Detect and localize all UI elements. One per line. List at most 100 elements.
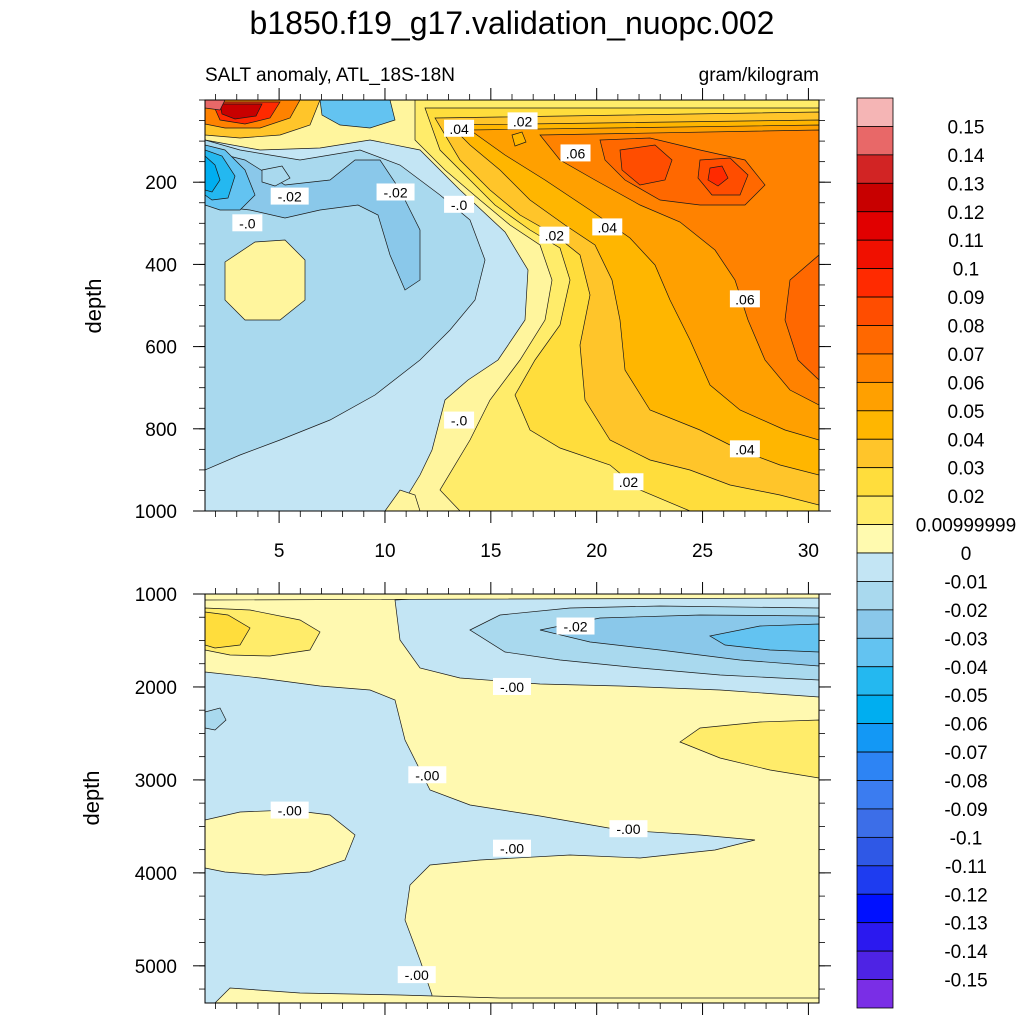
colorbar-label: -0.13 [944, 914, 987, 935]
contour-label: .04 [592, 218, 623, 236]
svg-text:-.02: -.02 [563, 619, 587, 635]
svg-text:-.00: -.00 [415, 767, 439, 783]
colorbar-swatch [856, 467, 894, 497]
light-anomaly-patch [224, 239, 306, 321]
y-tick-label: 4000 [135, 864, 177, 885]
contour-label: -.00 [493, 677, 531, 695]
svg-text:.04: .04 [735, 441, 755, 457]
colorbar-swatch [856, 893, 894, 924]
svg-text:-.0: -.0 [239, 215, 256, 231]
colorbar-swatch [856, 353, 894, 383]
y-tick-label: 1000 [135, 502, 177, 523]
svg-text:-.0: -.0 [451, 413, 468, 429]
colorbar [856, 97, 894, 1009]
y-tick-label: 2000 [135, 678, 177, 699]
x-tick-label: 30 [798, 541, 819, 562]
colorbar-swatch [856, 325, 894, 355]
contour-label: -.0 [444, 411, 475, 429]
svg-text:-.00: -.00 [500, 841, 524, 857]
colorbar-swatch [856, 979, 894, 1009]
x-tick-label: 25 [692, 541, 713, 562]
surface-red-5 [205, 100, 226, 111]
lower-pos-strip [214, 987, 819, 1003]
contour-label: -.0 [444, 195, 475, 213]
contour-label: -.00 [408, 766, 447, 784]
surface-red-4 [219, 103, 263, 120]
colorbar-label: 0.02 [948, 487, 985, 508]
contour-label: -.02 [376, 183, 415, 201]
colorbar-swatch [856, 296, 894, 326]
x-tick-label: 15 [480, 541, 501, 562]
colorbar-swatch [856, 211, 894, 241]
contour-label: -.00 [397, 966, 436, 984]
colorbar-swatch [856, 751, 894, 781]
colorbar-swatch [856, 97, 894, 127]
subtitle-units: gram/kilogram [699, 65, 819, 86]
colorbar-label: 0.14 [948, 146, 985, 167]
colorbar-swatch [856, 865, 894, 895]
colorbar-label: 0.03 [948, 459, 985, 480]
svg-text:-.02: -.02 [383, 184, 407, 200]
lower-top-strip [205, 594, 819, 601]
colorbar-label: -0.02 [944, 601, 987, 622]
contour-label: .02 [539, 226, 570, 244]
colorbar-swatch [856, 495, 894, 525]
x-tick-label: 10 [374, 541, 395, 562]
colorbar-label: -0.09 [944, 800, 987, 821]
contour-label: -.02 [270, 187, 309, 205]
subtitle-variable: SALT anomaly, ATL_18S-18N [205, 65, 455, 86]
colorbar-swatch [856, 780, 894, 810]
colorbar-label: 0.06 [948, 373, 985, 394]
colorbar-label: -0.1 [950, 828, 983, 849]
lower-pos-3 [679, 719, 819, 779]
svg-text:.04: .04 [449, 121, 469, 137]
colorbar-swatch [856, 694, 894, 725]
colorbar-swatch [856, 666, 894, 696]
contour-label: -.00 [609, 820, 648, 838]
pos-band-8 [619, 144, 673, 186]
colorbar-swatch [856, 581, 894, 611]
svg-text:.02: .02 [619, 474, 639, 490]
contour-label: .02 [613, 473, 644, 491]
lower-neg-4 [539, 614, 819, 667]
colorbar-swatch [856, 154, 894, 184]
colorbar-swatch [856, 126, 894, 156]
svg-text:.02: .02 [545, 228, 565, 244]
contour-label: .04 [729, 440, 760, 458]
svg-text:-.00: -.00 [278, 803, 302, 819]
colorbar-label: -0.15 [944, 971, 987, 992]
upper-y-label: depth [81, 278, 106, 333]
colorbar-swatch [856, 808, 894, 838]
contour-label: .06 [729, 290, 760, 308]
contour-label: .04 [444, 119, 475, 137]
colorbar-label: 0.13 [948, 174, 985, 195]
svg-text:-.02: -.02 [278, 189, 302, 205]
colorbar-labels: 0.15 0.14 0.13 0.12 0.11 0.1 0.09 0.08 0.07 0.06 0… [916, 117, 1016, 991]
colorbar-label: 0.04 [948, 430, 985, 451]
colorbar-label: 0.11 [948, 231, 984, 252]
colorbar-label: -0.03 [944, 629, 987, 650]
svg-text:-.00: -.00 [405, 967, 429, 983]
svg-text:.04: .04 [598, 219, 618, 235]
colorbar-label: -0.07 [944, 743, 987, 764]
colorbar-label: 0.12 [948, 203, 985, 224]
x-tick-label: 5 [274, 541, 285, 562]
lower-neg-5 [709, 623, 819, 653]
colorbar-label: -0.08 [944, 772, 987, 793]
upper-x-axis: 5 10 15 20 25 30 [215, 88, 819, 562]
surface-orange-small [511, 131, 527, 147]
y-tick-label: 5000 [135, 957, 177, 978]
colorbar-swatch [856, 552, 894, 582]
pos-tongue [384, 489, 421, 511]
contour-label: -.0 [232, 214, 263, 232]
colorbar-swatch [856, 922, 894, 952]
colorbar-swatch [856, 410, 894, 440]
svg-text:.06: .06 [735, 291, 755, 307]
colorbar-swatch [856, 836, 894, 867]
y-tick-label: 600 [145, 338, 177, 359]
colorbar-label: 0.08 [948, 317, 985, 338]
svg-text:-.0: -.0 [451, 197, 468, 213]
contour-label: -.00 [270, 801, 309, 819]
colorbar-label: -0.11 [945, 857, 987, 878]
